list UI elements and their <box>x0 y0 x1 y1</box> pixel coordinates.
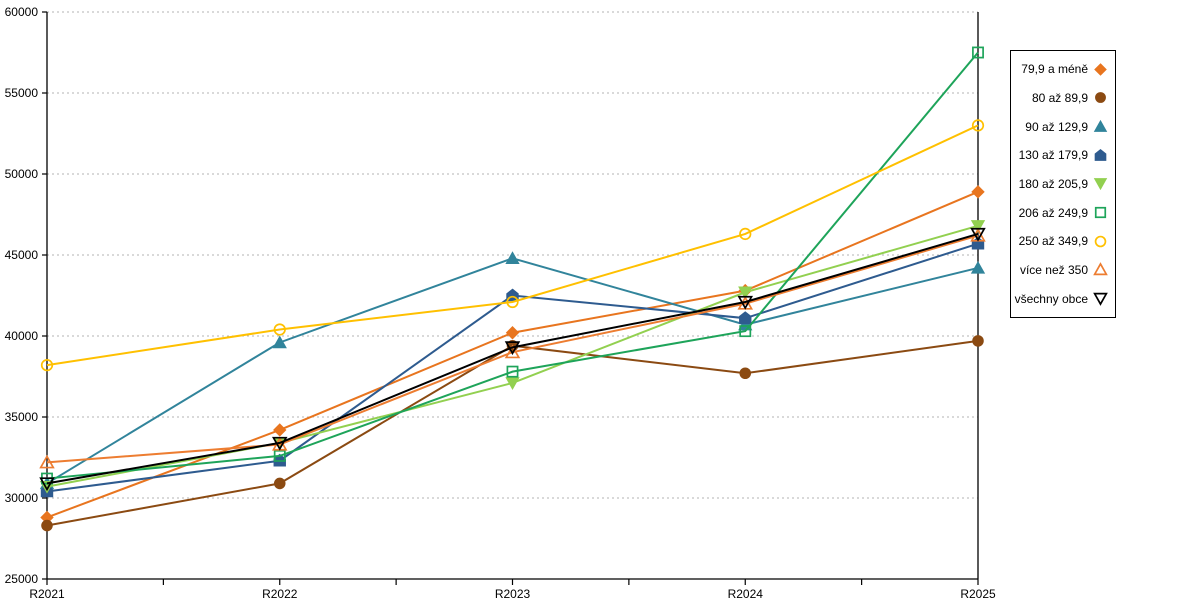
legend-square-icon <box>1094 206 1107 219</box>
legend-triangle-up-icon <box>1093 262 1108 276</box>
legend-triangle-up-icon <box>1093 120 1108 133</box>
series-line-4 <box>46 224 979 488</box>
circle-marker-legend <box>1094 235 1107 248</box>
y-tick-label: 40000 <box>5 329 39 343</box>
legend-label: 206 až 249,9 <box>1018 205 1088 220</box>
legend-triangle-down-icon <box>1093 292 1108 306</box>
triangle-up-marker-s2 <box>505 251 520 264</box>
circle-marker-s6 <box>273 323 286 336</box>
triangle-down-marker-legend <box>1093 292 1108 306</box>
triangle-down-marker-s4 <box>970 220 986 233</box>
triangle-down-marker-s8 <box>737 295 754 310</box>
circle-marker-s6 <box>40 359 54 372</box>
circle-marker-s1 <box>41 519 53 532</box>
legend-pentagon-icon <box>1094 148 1107 161</box>
legend-item-8: všechny obce <box>1015 285 1108 312</box>
legend-label: více než 350 <box>1019 262 1088 277</box>
circle-marker-s1 <box>972 335 984 347</box>
series-line-3 <box>46 242 979 493</box>
triangle-down-marker-s4 <box>738 286 753 300</box>
legend-label: všechny obce <box>1014 291 1088 306</box>
square-marker-legend <box>1094 206 1107 219</box>
triangle-up-marker-s2 <box>272 335 287 349</box>
legend-label: 180 až 205,9 <box>1018 176 1088 191</box>
triangle-down-marker-s8 <box>271 436 288 451</box>
y-tick-label: 30000 <box>5 491 39 505</box>
triangle-down-marker-legend <box>1093 178 1108 191</box>
square-marker-s5 <box>972 46 984 59</box>
legend-label: 250 až 349,9 <box>1018 234 1088 249</box>
pentagon-marker-legend <box>1094 148 1107 161</box>
x-tick-label: R2024 <box>728 587 764 600</box>
triangle-down-marker-s8 <box>504 341 521 356</box>
diamond-marker-s0 <box>273 423 287 437</box>
square-marker-s5 <box>506 365 519 378</box>
y-tick-label: 60000 <box>5 5 39 19</box>
circle-marker-s1 <box>739 367 752 380</box>
legend-label: 90 až 129,9 <box>1025 119 1088 134</box>
circle-marker-legend <box>1095 92 1106 104</box>
x-tick-label: R2023 <box>495 587 531 600</box>
legend-circle-icon <box>1094 235 1107 248</box>
legend-item-7: více než 350 <box>1015 256 1108 283</box>
legend-diamond-icon <box>1094 63 1107 76</box>
y-tick-label: 50000 <box>5 167 39 181</box>
triangle-down-marker-s8 <box>970 227 986 242</box>
diamond-marker-s0 <box>971 185 985 199</box>
square-marker-s5 <box>739 325 752 338</box>
legend-label: 80 až 89,9 <box>1031 90 1088 105</box>
y-tick-label: 35000 <box>5 410 39 424</box>
legend-item-0: 79,9 a méně <box>1015 56 1108 83</box>
chart-legend: 79,9 a méně 80 až 89,9 90 až 129,9 130 až 1… <box>1010 50 1116 318</box>
triangle-down-marker-s4 <box>505 377 520 391</box>
triangle-up-marker-legend <box>1093 262 1108 276</box>
triangle-up-marker-s2 <box>970 260 986 274</box>
circle-marker-s1 <box>273 477 286 490</box>
series-line-8 <box>46 232 979 485</box>
y-tick-label: 45000 <box>5 248 39 262</box>
y-tick-label: 55000 <box>5 86 39 100</box>
triangle-up-marker-legend <box>1093 120 1108 133</box>
legend-label: 79,9 a méně <box>1021 62 1088 77</box>
triangle-up-marker-s7 <box>504 344 521 359</box>
circle-marker-s6 <box>506 295 519 309</box>
triangle-down-marker-s8 <box>39 477 55 492</box>
legend-label: 130 až 179,9 <box>1018 148 1088 163</box>
legend-item-2: 90 až 129,9 <box>1015 113 1108 140</box>
pentagon-marker-s3 <box>739 311 752 324</box>
square-marker-s5 <box>273 449 286 462</box>
legend-item-1: 80 až 89,9 <box>1015 84 1108 111</box>
legend-item-5: 206 až 249,9 <box>1015 199 1108 226</box>
x-tick-label: R2021 <box>29 587 65 600</box>
x-tick-label: R2022 <box>262 587 298 600</box>
y-tick-label: 25000 <box>5 572 39 586</box>
series-line-5 <box>46 51 979 480</box>
diamond-marker-legend <box>1094 63 1107 76</box>
legend-item-3: 130 až 179,9 <box>1015 142 1108 169</box>
legend-circle-icon <box>1095 92 1106 104</box>
legend-triangle-down-icon <box>1093 178 1108 191</box>
circle-marker-s6 <box>739 227 752 241</box>
circle-marker-s6 <box>971 119 985 132</box>
x-tick-label: R2025 <box>960 587 996 600</box>
series-line-6 <box>46 124 979 367</box>
triangle-up-marker-s7 <box>39 454 55 469</box>
legend-item-6: 250 až 349,9 <box>1015 228 1108 255</box>
diamond-marker-s0 <box>505 326 520 340</box>
legend-item-4: 180 až 205,9 <box>1015 170 1108 197</box>
